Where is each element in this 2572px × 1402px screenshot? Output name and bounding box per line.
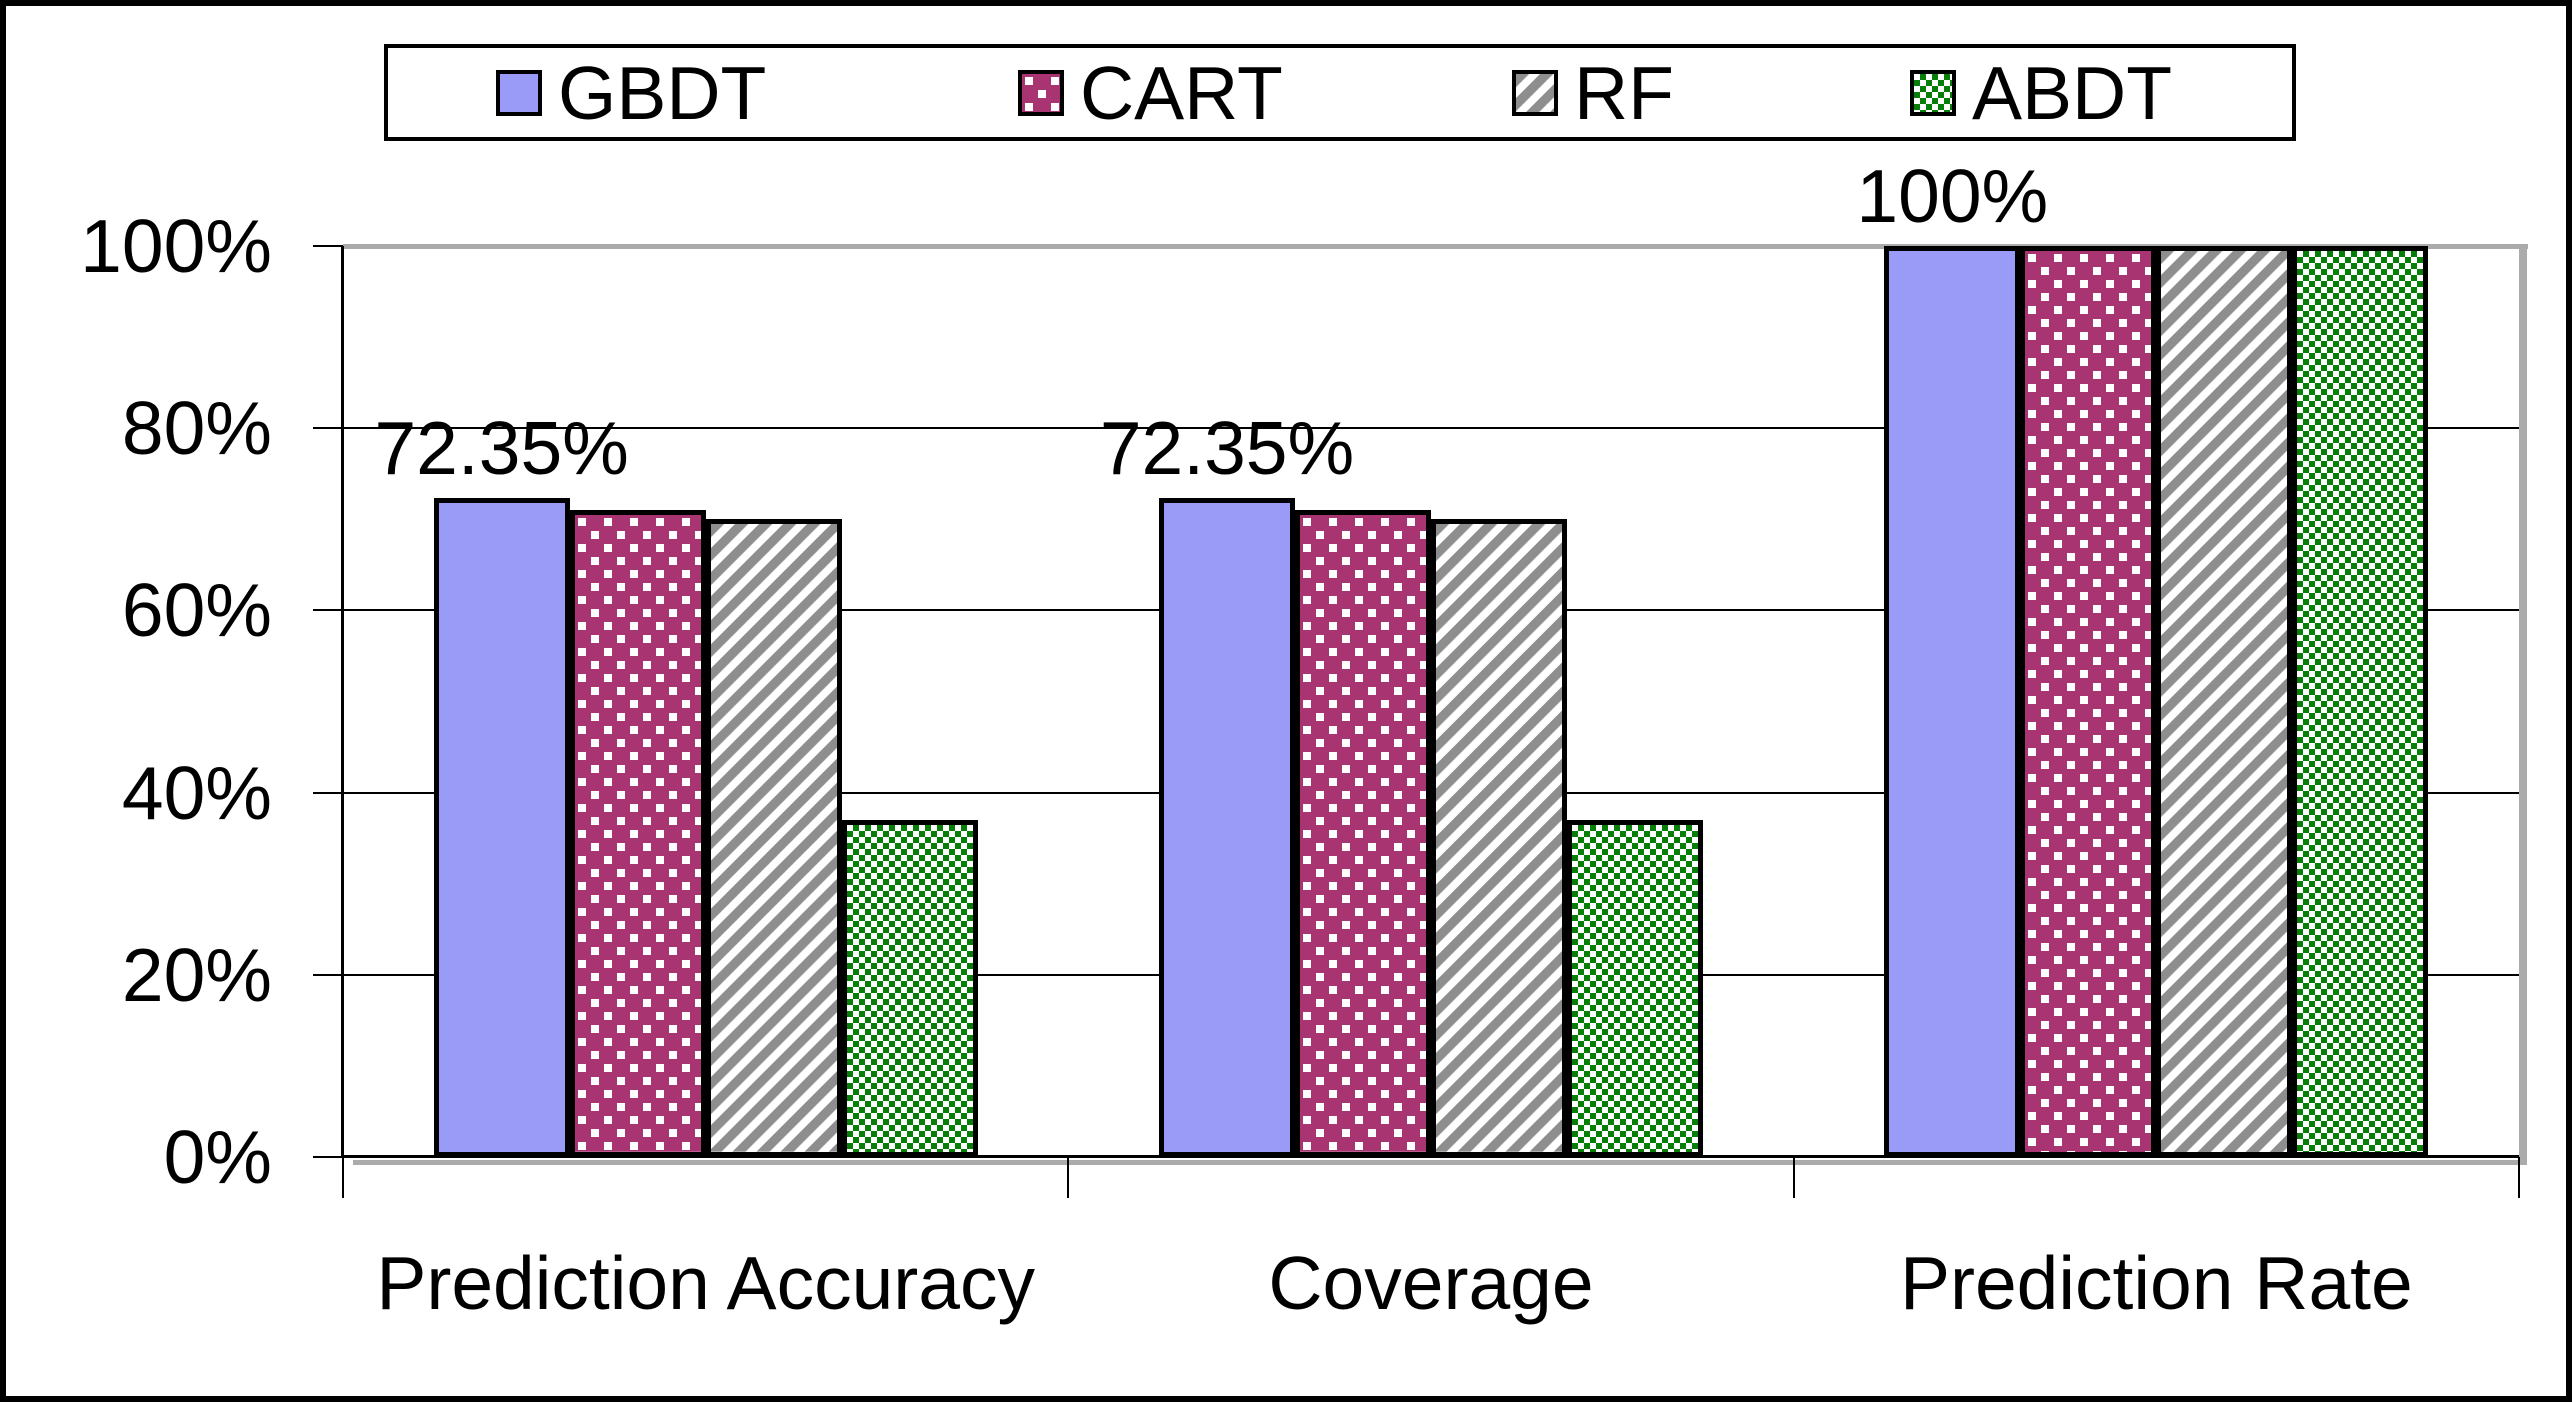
bar-rf-2 <box>2156 246 2293 1157</box>
y-tick-60 <box>313 609 343 612</box>
legend-label: RF <box>1574 50 1674 135</box>
bar-value-label-0: 72.35% <box>374 405 629 490</box>
legend-item-gbdt: GBDT <box>496 54 766 132</box>
y-axis-label-100: 100% <box>80 204 272 288</box>
y-axis-label-80: 80% <box>121 386 272 471</box>
bar-abdt-0 <box>841 819 978 1157</box>
y-axis-label-0: 0% <box>163 1115 272 1199</box>
plot-border-right <box>2519 244 2527 1165</box>
x-tick-1 <box>1067 1157 1070 1198</box>
x-tick-3 <box>2518 1157 2520 1198</box>
bar-abdt-1 <box>1567 819 1703 1157</box>
bar-abdt-2 <box>2292 246 2429 1157</box>
category-label-0: Prediction Accuracy <box>376 1241 1035 1325</box>
legend-label: CART <box>1080 50 1283 135</box>
legend-item-abdt: ABDT <box>1910 54 2172 132</box>
legend-swatch-checker-icon <box>1910 69 1956 116</box>
bar-cart-2 <box>2020 246 2157 1157</box>
plot-border-top <box>343 244 2528 249</box>
bar-rf-1 <box>1431 519 1567 1157</box>
y-tick-100 <box>313 245 343 247</box>
legend-swatch-solid-icon <box>496 69 542 116</box>
x-tick-0 <box>342 1157 344 1198</box>
category-label-1: Coverage <box>1268 1241 1594 1325</box>
bar-gbdt-0 <box>433 497 570 1157</box>
y-tick-40 <box>313 791 343 794</box>
legend: GBDT CART RF ABDT <box>384 44 2296 141</box>
legend-swatch-dots-icon <box>1018 69 1064 116</box>
y-tick-80 <box>313 427 343 430</box>
legend-swatch-diagonal-stripes-icon <box>1512 69 1558 116</box>
gridline-80 <box>343 427 2519 430</box>
y-axis-label-60: 60% <box>121 568 272 653</box>
legend-item-cart: CART <box>1018 54 1283 132</box>
bar-gbdt-2 <box>1884 246 2021 1157</box>
bar-value-label-1: 72.35% <box>1099 405 1355 490</box>
y-axis <box>341 246 344 1157</box>
y-axis-label-40: 40% <box>121 750 272 835</box>
bar-gbdt-1 <box>1159 497 1295 1157</box>
x-axis <box>341 1155 2519 1158</box>
bar-cart-1 <box>1295 510 1431 1157</box>
legend-label: GBDT <box>558 50 767 135</box>
bar-value-label-2: 100% <box>1856 154 2049 238</box>
bar-cart-0 <box>569 510 706 1157</box>
bar-rf-0 <box>705 519 842 1157</box>
y-tick-0 <box>313 1156 343 1158</box>
legend-item-rf: RF <box>1512 54 1772 132</box>
x-tick-2 <box>1792 1157 1795 1198</box>
y-tick-20 <box>313 973 343 976</box>
legend-label: ABDT <box>1972 50 2173 135</box>
plot-border-bottom-shadow <box>353 1160 2527 1165</box>
y-axis-label-20: 20% <box>121 932 272 1017</box>
category-label-2: Prediction Rate <box>1899 1241 2413 1325</box>
